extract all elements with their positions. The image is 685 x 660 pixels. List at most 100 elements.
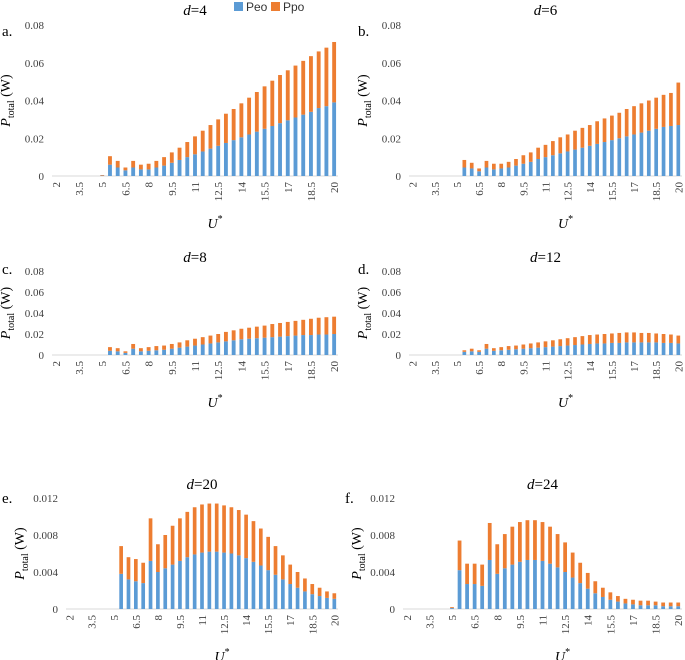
bar-ppo bbox=[617, 112, 622, 139]
bar-ppo bbox=[301, 60, 306, 115]
bar-peo bbox=[669, 125, 673, 176]
bar-peo bbox=[138, 351, 143, 355]
bar-peo bbox=[551, 346, 555, 355]
y-label-sub: total bbox=[363, 100, 374, 118]
x-axis-label: U* bbox=[207, 214, 222, 232]
bar-peo bbox=[595, 343, 599, 355]
bar-ppo bbox=[251, 521, 256, 562]
x-tick-label: 18.5 bbox=[306, 361, 318, 381]
bar-ppo bbox=[517, 522, 522, 562]
y-tick-label: 0.02 bbox=[25, 133, 44, 145]
bar-peo bbox=[533, 559, 537, 609]
bar-ppo bbox=[281, 555, 285, 580]
bar-peo bbox=[270, 337, 275, 355]
title-var: d bbox=[183, 3, 191, 19]
panel-label: f. bbox=[345, 491, 354, 507]
chart-panel-5: e. d=20 0 0.004 0.008 0.012 Ptotal (W) 2 3.5 5 6.5… bbox=[2, 477, 341, 660]
bar-peo bbox=[469, 168, 474, 176]
bar-peo bbox=[126, 579, 131, 609]
bar-peo bbox=[301, 335, 306, 355]
bar-peo bbox=[536, 159, 540, 176]
bar-ppo bbox=[108, 156, 112, 165]
bar-ppo bbox=[646, 100, 651, 131]
bar-ppo bbox=[617, 332, 622, 343]
bar-ppo bbox=[154, 346, 159, 351]
bar-peo bbox=[332, 598, 337, 609]
bar-ppo bbox=[631, 599, 635, 605]
bar-ppo bbox=[146, 163, 151, 170]
bar-peo bbox=[316, 334, 321, 355]
x-tick-label: 6.5 bbox=[120, 361, 132, 375]
panel-title: d=12 bbox=[530, 250, 561, 266]
bar-peo bbox=[646, 130, 651, 176]
bar-ppo bbox=[309, 318, 313, 336]
bar-peo bbox=[477, 351, 481, 355]
x-tick-label: 5 bbox=[97, 361, 109, 367]
x-tick-label: 6.5 bbox=[474, 182, 486, 196]
legend-label-peo: Peo bbox=[246, 0, 268, 14]
y-tick-label: 0.008 bbox=[33, 530, 58, 542]
x-label-sup: * bbox=[225, 647, 230, 658]
bar-peo bbox=[273, 574, 278, 609]
bar-peo bbox=[676, 606, 681, 609]
legend: Peo Ppo bbox=[234, 0, 305, 14]
bar-peo bbox=[602, 343, 607, 355]
x-tick-label: 8 bbox=[144, 182, 156, 188]
bar-peo bbox=[570, 577, 575, 609]
bar-peo bbox=[262, 337, 267, 355]
bar-peo bbox=[251, 561, 256, 609]
bar-ppo bbox=[465, 563, 469, 585]
x-tick-label: 14 bbox=[585, 182, 597, 194]
bar-ppo bbox=[661, 94, 666, 127]
bar-ppo bbox=[273, 546, 278, 575]
bar-ppo bbox=[669, 334, 673, 343]
bar-ppo bbox=[654, 97, 659, 129]
bar-ppo bbox=[514, 159, 518, 166]
x-tick-label: 14 bbox=[583, 615, 595, 627]
x-tick-label: 11 bbox=[197, 615, 209, 626]
bar-ppo bbox=[492, 348, 496, 351]
bar-peo bbox=[208, 343, 213, 355]
bar-ppo bbox=[540, 522, 545, 561]
x-tick-label: 20 bbox=[673, 615, 685, 627]
bar-peo bbox=[316, 108, 321, 176]
bar-ppo bbox=[585, 572, 590, 589]
bar-ppo bbox=[295, 572, 300, 588]
bar-peo bbox=[624, 342, 629, 355]
bar-peo bbox=[239, 137, 244, 176]
bar-ppo bbox=[499, 163, 504, 169]
bar-ppo bbox=[676, 602, 681, 607]
y-label-main: P bbox=[350, 571, 365, 581]
bar-ppo bbox=[653, 601, 658, 606]
bar-ppo bbox=[146, 347, 151, 351]
x-label-sup: * bbox=[568, 214, 573, 225]
bar-peo bbox=[528, 161, 533, 176]
bar-peo bbox=[200, 552, 204, 609]
bar-ppo bbox=[332, 41, 337, 103]
bar-peo bbox=[457, 570, 462, 609]
bar-ppo bbox=[487, 522, 492, 560]
bar-ppo bbox=[669, 92, 673, 126]
bar-ppo bbox=[239, 328, 244, 340]
bar-ppo bbox=[533, 520, 537, 560]
bar-peo bbox=[548, 563, 552, 609]
bar-ppo bbox=[156, 544, 160, 572]
bar-ppo bbox=[623, 598, 628, 604]
bar-peo bbox=[247, 338, 252, 355]
bar-peo bbox=[131, 348, 136, 355]
x-tick-label: 11 bbox=[190, 361, 202, 372]
bar-peo bbox=[154, 350, 159, 355]
bar-ppo bbox=[223, 113, 228, 143]
bar-peo bbox=[617, 342, 622, 355]
bar-peo bbox=[462, 167, 467, 176]
bar-peo bbox=[616, 601, 620, 609]
bar-ppo bbox=[126, 557, 131, 580]
bar-ppo bbox=[525, 520, 530, 560]
bar-ppo bbox=[565, 134, 570, 152]
bar-ppo bbox=[536, 147, 540, 160]
x-tick-label: 12.5 bbox=[560, 615, 572, 635]
bar-peo bbox=[162, 165, 167, 176]
bar-peo bbox=[661, 342, 666, 355]
bar-peo bbox=[163, 568, 168, 609]
bar-ppo bbox=[676, 335, 681, 344]
